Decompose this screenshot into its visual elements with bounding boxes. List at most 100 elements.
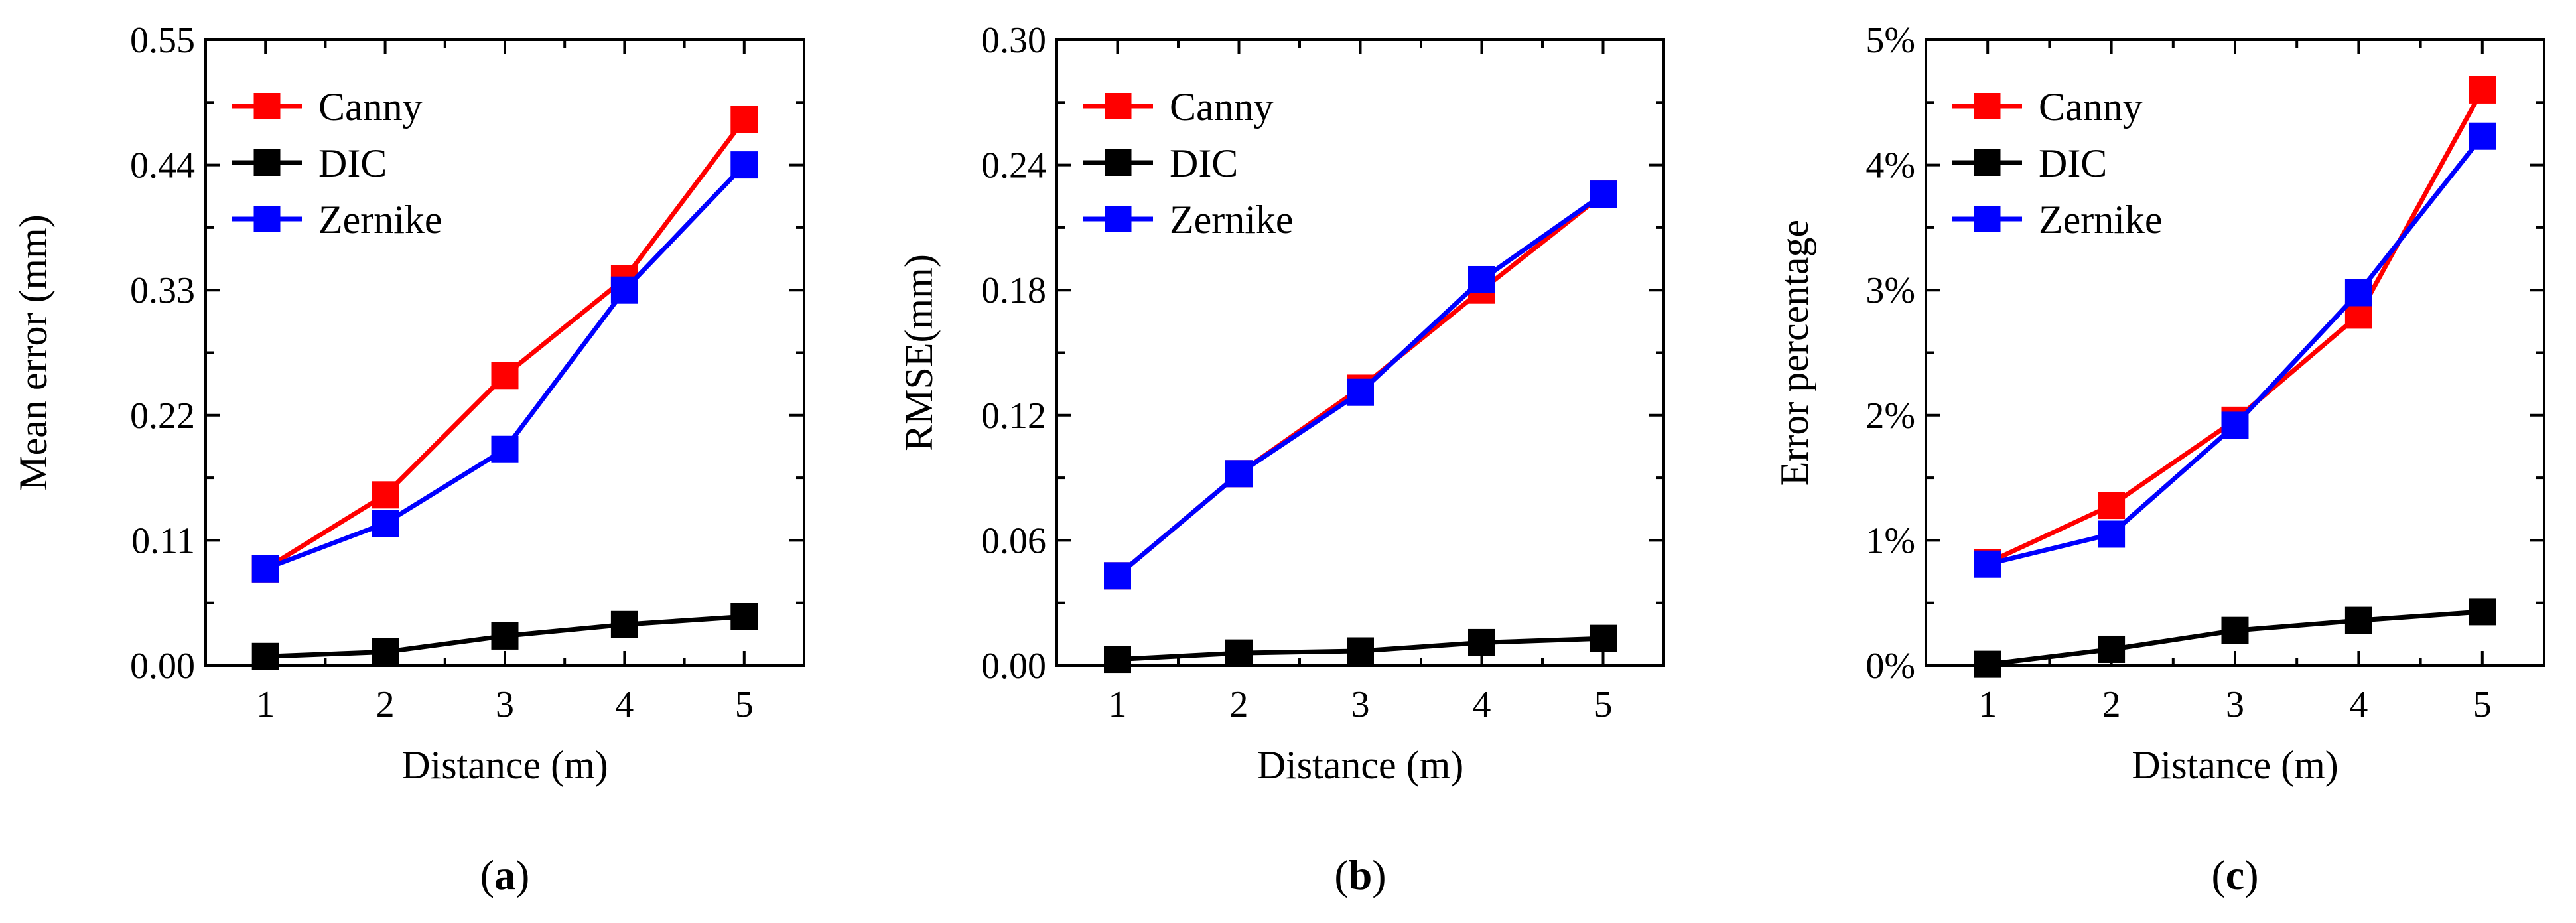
x-tick-label: 5 <box>1594 684 1613 725</box>
data-point-dic <box>1974 650 2001 678</box>
x-tick-label: 2 <box>2102 684 2121 725</box>
data-point-canny <box>2469 76 2496 104</box>
chart-panel-3: 0% 1% 2% 3% 4% 5% 1 2 3 4 5 Distance (m) Error perce… <box>1773 20 2545 898</box>
legend-label-dic: DIC <box>2039 141 2107 185</box>
data-point-dic <box>1347 637 1374 665</box>
y-tick-label: 0.30 <box>981 20 1046 61</box>
x-tick-label: 1 <box>1978 684 1997 725</box>
data-point-dic <box>2098 635 2126 663</box>
data-point-zernike <box>1468 265 1495 293</box>
data-point-canny <box>2098 492 2126 520</box>
chart-panel-2: 0.00 0.06 0.12 0.18 0.24 0.30 1 2 3 4 5 Distance (m… <box>897 20 1665 898</box>
y-tick-label: 3% <box>1865 270 1915 311</box>
y-axis-label: Mean error (mm) <box>11 214 55 490</box>
legend-label-canny: Canny <box>318 85 423 129</box>
y-tick-label: 0.06 <box>981 520 1046 561</box>
x-tick-label: 1 <box>1109 684 1127 725</box>
data-point-canny <box>730 106 758 133</box>
data-point-zernike <box>2344 279 2372 307</box>
data-point-zernike <box>2221 411 2249 439</box>
data-point-zernike <box>372 510 399 537</box>
legend-marker-dic <box>1105 149 1132 176</box>
panel-label: (b) <box>1334 851 1386 898</box>
data-point-dic <box>2469 598 2496 626</box>
x-tick-label: 5 <box>735 684 754 725</box>
panel-label-open: ( <box>1334 851 1348 898</box>
y-axis-label: Error percentage <box>1773 220 1816 486</box>
x-tick-label: 4 <box>1473 684 1491 725</box>
y-axis-label: RMSE(mm) <box>897 254 941 451</box>
y-tick-label: 0.00 <box>130 646 195 687</box>
x-tick-label: 3 <box>2226 684 2244 725</box>
legend-label-canny: Canny <box>1170 85 1274 129</box>
x-axis-label: Distance (m) <box>401 743 608 787</box>
y-tick-label: 4% <box>1865 145 1915 186</box>
data-point-zernike <box>1347 378 1374 406</box>
x-tick-label: 5 <box>2473 684 2492 725</box>
x-tick-label: 4 <box>615 684 634 725</box>
data-point-zernike <box>2469 122 2496 150</box>
data-point-zernike <box>1104 562 1131 590</box>
legend-marker-zernike <box>1105 206 1132 232</box>
data-point-zernike <box>1974 550 2001 578</box>
legend-label-zernike: Zernike <box>2039 198 2163 242</box>
y-tick-label: 0.44 <box>130 145 195 186</box>
legend-marker-zernike <box>1974 206 2001 232</box>
legend-marker-canny <box>1974 93 2001 119</box>
y-tick-label: 0.24 <box>981 145 1046 186</box>
y-tick-label: 0.18 <box>981 270 1046 311</box>
panel-label-close: ) <box>2244 851 2258 898</box>
panel-label-letter: b <box>1349 851 1373 898</box>
legend-label-zernike: Zernike <box>318 198 442 242</box>
x-tick-label: 3 <box>496 684 514 725</box>
legend-marker-zernike <box>253 206 281 232</box>
x-axis-label: Distance (m) <box>2132 743 2339 787</box>
panel-label-close: ) <box>515 851 529 898</box>
x-tick-label: 2 <box>1230 684 1249 725</box>
legend-marker-canny <box>1105 93 1132 119</box>
data-point-dic <box>251 642 279 670</box>
panel-label-open: ( <box>2211 851 2225 898</box>
data-point-zernike <box>1225 460 1253 488</box>
data-point-dic <box>610 610 638 638</box>
data-point-canny <box>2344 301 2372 329</box>
x-axis-label: Distance (m) <box>1257 743 1464 787</box>
panel-label-open: ( <box>480 851 494 898</box>
data-point-dic <box>2344 606 2372 634</box>
legend-label-zernike: Zernike <box>1170 198 1294 242</box>
y-tick-label: 0% <box>1865 646 1915 687</box>
data-point-dic <box>2221 616 2249 644</box>
data-point-dic <box>1590 624 1617 652</box>
legend-marker-dic <box>1974 149 2001 176</box>
panel-label: (c) <box>2211 851 2258 898</box>
y-tick-label: 0.55 <box>130 20 195 61</box>
legend-label-canny: Canny <box>2039 85 2143 129</box>
chart-panel-1: 0.00 0.11 0.22 0.33 0.44 0.55 1 2 3 4 5 Distance (m… <box>11 20 805 898</box>
x-tick-label: 2 <box>376 684 395 725</box>
legend-label-dic: DIC <box>1170 141 1238 185</box>
x-tick-label: 4 <box>2349 684 2368 725</box>
legend-label-dic: DIC <box>318 141 387 185</box>
data-point-dic <box>1225 639 1253 667</box>
panel-label: (a) <box>480 851 530 898</box>
panel-label-letter: a <box>494 851 515 898</box>
y-tick-label: 0.33 <box>130 270 195 311</box>
data-point-dic <box>491 622 519 650</box>
data-point-zernike <box>1590 180 1617 208</box>
x-tick-label: 1 <box>256 684 275 725</box>
data-point-zernike <box>251 555 279 583</box>
y-tick-label: 0.22 <box>130 395 195 437</box>
y-tick-label: 2% <box>1865 395 1915 437</box>
data-point-dic <box>730 603 758 630</box>
x-tick-label: 3 <box>1351 684 1370 725</box>
y-tick-label: 5% <box>1865 20 1915 61</box>
data-point-zernike <box>730 151 758 179</box>
data-point-dic <box>372 638 399 666</box>
y-tick-label: 0.11 <box>131 520 195 561</box>
panel-label-letter: c <box>2226 851 2244 898</box>
data-point-zernike <box>610 276 638 304</box>
data-point-dic <box>1104 646 1131 674</box>
data-point-canny <box>372 481 399 509</box>
